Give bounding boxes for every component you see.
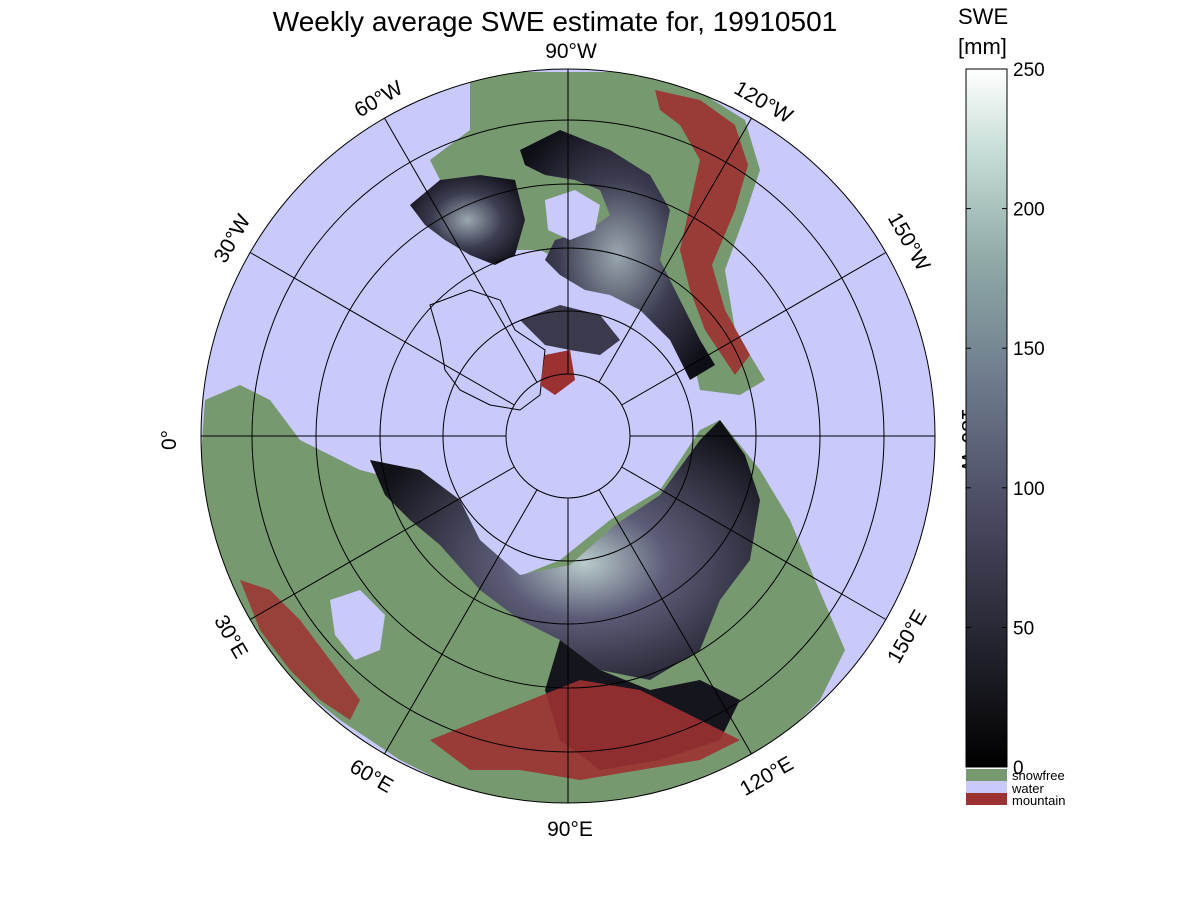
legend-swatch-snowfree bbox=[966, 769, 1007, 781]
eurasia-snow bbox=[370, 420, 760, 680]
meridian-line bbox=[384, 489, 538, 755]
european-mountains bbox=[240, 580, 360, 720]
meridian-line bbox=[384, 117, 538, 383]
label-150e: 150°E bbox=[883, 606, 932, 667]
legend-label-mountain: mountain bbox=[1012, 793, 1065, 808]
colorbar-label-line2: [mm] bbox=[958, 34, 1007, 59]
colorbar-tick-label: 250 bbox=[1013, 60, 1045, 81]
colorbar-label-line1: SWE bbox=[958, 4, 1008, 29]
colorbar-ticks: 0 50 100 150 200 250 bbox=[966, 60, 1045, 779]
colorbar-gradient bbox=[965, 68, 1008, 768]
label-0: 0° bbox=[158, 430, 181, 450]
legend-label-snowfree: snowfree bbox=[1012, 768, 1065, 783]
meridian-line bbox=[621, 252, 887, 406]
meridian-line bbox=[598, 489, 752, 755]
hudson-bay bbox=[545, 190, 600, 240]
colorbar-tick-label: 0 bbox=[1013, 758, 1024, 779]
colorbar-tick-label: 200 bbox=[1013, 200, 1045, 221]
meridian-line bbox=[249, 466, 515, 620]
labrador-snow bbox=[410, 175, 525, 265]
arctic-mountain bbox=[540, 350, 575, 395]
colorbar-tick-label: 100 bbox=[1013, 479, 1045, 500]
map-boundary bbox=[200, 68, 936, 804]
colorbar-tick-label: 150 bbox=[1013, 339, 1045, 360]
legend-swatch-water bbox=[966, 781, 1007, 793]
label-90e: 90°E bbox=[547, 818, 593, 841]
polar-map bbox=[201, 69, 935, 803]
label-60e: 60°E bbox=[346, 755, 397, 798]
label-120e: 120°E bbox=[736, 752, 797, 801]
legend-swatch-mountain bbox=[966, 793, 1007, 805]
map-title: Weekly average SWE estimate for, 1991050… bbox=[273, 6, 837, 37]
baltic-sea bbox=[330, 590, 385, 660]
meridian-line bbox=[621, 466, 887, 620]
legend-label-water: water bbox=[1011, 781, 1044, 796]
meridian-line bbox=[249, 252, 515, 406]
colorbar: SWE [mm] 0 50 100 150 200 250 bbox=[958, 4, 1045, 779]
category-legend: snowfree water mountain bbox=[966, 768, 1065, 808]
colorbar-tick-label: 50 bbox=[1013, 618, 1034, 639]
arctic-islands bbox=[520, 305, 620, 355]
white-sea bbox=[480, 510, 540, 555]
asian-mountains bbox=[430, 680, 740, 780]
label-30e: 30°E bbox=[209, 611, 252, 662]
meridian-line bbox=[598, 117, 752, 383]
label-90w: 90°W bbox=[545, 40, 597, 63]
longitude-lines bbox=[201, 69, 935, 803]
